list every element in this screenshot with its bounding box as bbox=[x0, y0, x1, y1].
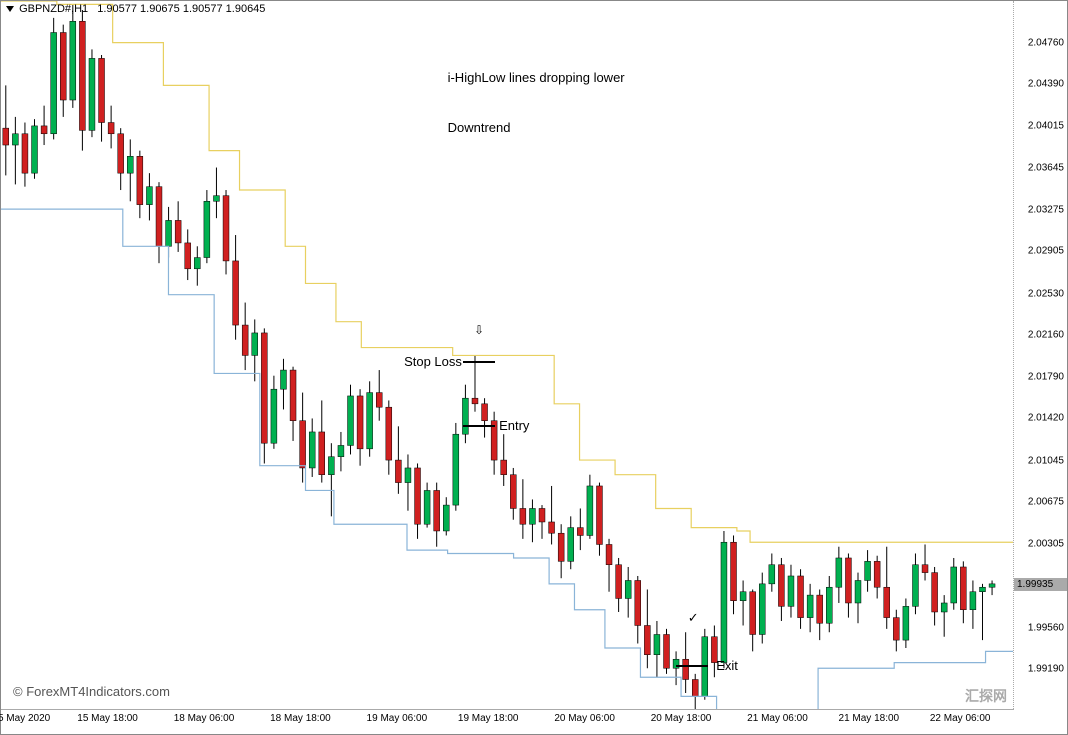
x-tick: 15 May 18:00 bbox=[77, 713, 138, 724]
x-tick: 18 May 06:00 bbox=[174, 713, 235, 724]
y-tick: 2.03645 bbox=[1028, 163, 1064, 174]
y-tick: 2.02905 bbox=[1028, 246, 1064, 257]
marker-entry bbox=[463, 425, 495, 427]
arrow-down-icon: ⇩ bbox=[474, 323, 484, 337]
current-price-marker: 1.99935 bbox=[1014, 578, 1067, 591]
symbol-label: GBPNZD#,H1 bbox=[19, 3, 88, 15]
y-tick: 2.04760 bbox=[1028, 37, 1064, 48]
watermark: © ForexMT4Indicators.com bbox=[13, 684, 170, 699]
x-tick: 18 May 18:00 bbox=[270, 713, 331, 724]
marker-stoploss bbox=[463, 361, 495, 363]
x-tick: 20 May 18:00 bbox=[651, 713, 712, 724]
y-tick: 2.04390 bbox=[1028, 79, 1064, 90]
y-tick: 2.00305 bbox=[1028, 538, 1064, 549]
y-axis: 2.04760 2.04390 2.04015 2.03645 2.03275 2.029… bbox=[1014, 1, 1067, 709]
x-tick: 21 May 06:00 bbox=[747, 713, 808, 724]
annotation-title1: i-HighLow lines dropping lower bbox=[448, 70, 625, 85]
y-tick: 2.02160 bbox=[1028, 330, 1064, 341]
x-tick: 22 May 06:00 bbox=[930, 713, 991, 724]
x-tick: 15 May 2020 bbox=[0, 713, 50, 724]
watermark2: 汇探网 bbox=[965, 686, 1007, 706]
y-tick: 2.01045 bbox=[1028, 455, 1064, 466]
marker-exit bbox=[676, 665, 708, 667]
y-tick: 1.99560 bbox=[1028, 622, 1064, 633]
dropdown-icon[interactable] bbox=[6, 6, 14, 12]
y-tick: 2.02530 bbox=[1028, 288, 1064, 299]
x-axis: 15 May 2020 15 May 18:00 18 May 06:00 18 Ma… bbox=[1, 709, 1014, 734]
check-icon: ✓ bbox=[688, 610, 699, 626]
plot-area[interactable]: i-HighLow lines dropping lower Downtrend S… bbox=[1, 1, 1014, 709]
annotation-title2: Downtrend bbox=[448, 120, 511, 135]
annotation-stoploss: Stop Loss bbox=[404, 354, 462, 369]
x-tick: 20 May 06:00 bbox=[554, 713, 615, 724]
y-tick: 2.03275 bbox=[1028, 204, 1064, 215]
annotation-exit: Exit bbox=[716, 658, 738, 673]
chart-header: GBPNZD#,H1 1.90577 1.90675 1.90577 1.906… bbox=[6, 3, 265, 15]
y-tick: 1.99190 bbox=[1028, 664, 1064, 675]
y-tick: 2.00675 bbox=[1028, 497, 1064, 508]
y-tick: 2.04015 bbox=[1028, 121, 1064, 132]
annotation-entry: Entry bbox=[499, 418, 529, 433]
chart-container: GBPNZD#,H1 1.90577 1.90675 1.90577 1.906… bbox=[0, 0, 1068, 735]
x-tick: 21 May 18:00 bbox=[839, 713, 900, 724]
y-tick: 2.01420 bbox=[1028, 413, 1064, 424]
ohlc-label: 1.90577 1.90675 1.90577 1.90645 bbox=[97, 3, 265, 15]
x-tick: 19 May 18:00 bbox=[458, 713, 519, 724]
y-tick: 2.01790 bbox=[1028, 371, 1064, 382]
x-tick: 19 May 06:00 bbox=[367, 713, 428, 724]
